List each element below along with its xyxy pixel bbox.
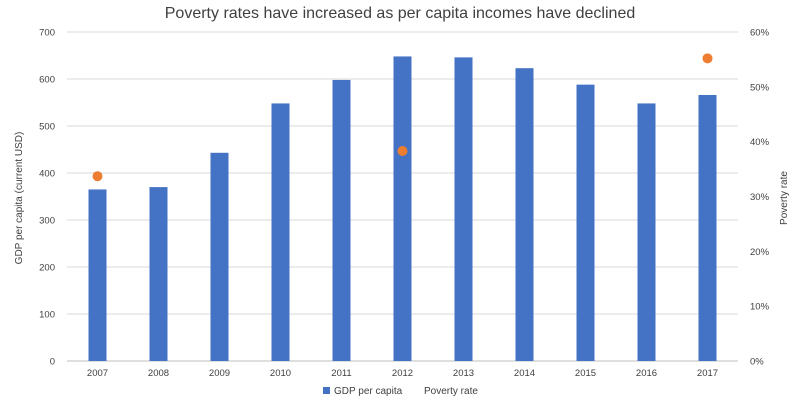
legend-label-poverty: Poverty rate xyxy=(424,386,478,397)
y2-tick-label: 30% xyxy=(750,192,770,203)
x-tick-label: 2014 xyxy=(514,368,535,379)
legend: GDP per capita Poverty rate xyxy=(323,386,478,397)
y2-tick-label: 50% xyxy=(750,82,770,93)
x-tick-label: 2012 xyxy=(392,368,413,379)
point-2007 xyxy=(92,171,103,182)
y-tick-label: 400 xyxy=(39,169,55,180)
y2-tick-label: 20% xyxy=(750,247,770,258)
point-2012 xyxy=(397,145,408,156)
y-tick-label: 600 xyxy=(39,75,55,86)
y-tick-label: 0 xyxy=(50,357,55,368)
y-axis-label: GDP per capita (current USD) xyxy=(14,132,25,265)
y2-axis-label: Poverty rate xyxy=(779,171,790,225)
bar-2010 xyxy=(271,103,290,361)
y-tick-label: 200 xyxy=(39,263,55,274)
legend-label-gdp: GDP per capita xyxy=(334,386,403,397)
x-axis-ticks: 2007 2008 2009 2010 2011 2012 2013 2014 2015 2016… xyxy=(87,368,718,379)
bar-2016 xyxy=(637,103,656,361)
bar-2017 xyxy=(698,94,717,361)
y-tick-label: 100 xyxy=(39,310,55,321)
x-tick-label: 2010 xyxy=(270,368,291,379)
x-tick-label: 2011 xyxy=(331,368,351,379)
y2-tick-label: 0% xyxy=(750,357,764,368)
bar-2009 xyxy=(210,152,229,361)
bar-2011 xyxy=(332,79,351,361)
x-tick-label: 2017 xyxy=(697,368,718,379)
y2-axis-ticks: 0% 10% 20% 30% 40% 50% 60% xyxy=(750,28,770,368)
x-tick-label: 2008 xyxy=(148,368,169,379)
y2-tick-label: 10% xyxy=(750,302,770,313)
bar-2015 xyxy=(576,84,595,361)
y-tick-label: 500 xyxy=(39,122,55,133)
bar-2012 xyxy=(393,56,412,361)
y-axis-ticks: 0 100 200 300 400 500 600 700 xyxy=(39,28,55,368)
x-tick-label: 2007 xyxy=(87,368,108,379)
x-tick-label: 2015 xyxy=(575,368,596,379)
y2-tick-label: 60% xyxy=(750,28,770,39)
point-2017 xyxy=(702,53,713,64)
y2-tick-label: 40% xyxy=(750,137,770,148)
y-tick-label: 700 xyxy=(39,28,55,39)
legend-swatch-gdp xyxy=(323,387,330,394)
bar-2007 xyxy=(88,189,107,361)
bar-2014 xyxy=(515,68,534,361)
x-tick-label: 2009 xyxy=(209,368,230,379)
bar-2013 xyxy=(454,57,473,361)
x-tick-label: 2016 xyxy=(636,368,657,379)
x-tick-label: 2013 xyxy=(453,368,474,379)
point-series xyxy=(92,53,713,182)
chart-title: Poverty rates have increased as per capi… xyxy=(165,5,635,22)
bar-2008 xyxy=(149,187,168,361)
bar-series xyxy=(88,56,717,361)
y-tick-label: 300 xyxy=(39,216,55,227)
